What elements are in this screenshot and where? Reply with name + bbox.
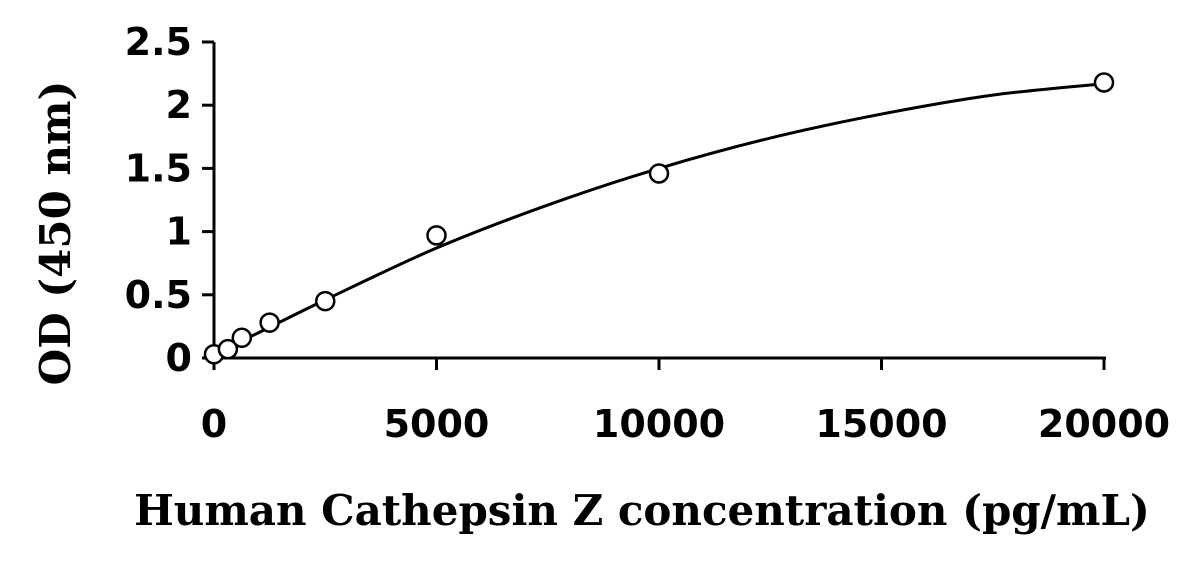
x-tick-label: 20000 xyxy=(1038,402,1170,446)
y-tick-label: 1.5 xyxy=(125,146,192,190)
data-point xyxy=(315,290,336,312)
fit-curve xyxy=(213,82,1105,356)
data-point xyxy=(1093,72,1115,93)
data-point xyxy=(259,312,280,333)
data-point xyxy=(231,327,253,349)
y-tick-label: 2.5 xyxy=(125,20,192,64)
x-tick-label: 15000 xyxy=(815,402,947,446)
x-tick-label: 0 xyxy=(201,402,227,446)
x-axis-ticks: 0 5000 10000 15000 20000 xyxy=(201,358,1170,446)
y-axis-title: OD (450 nm) xyxy=(31,81,80,386)
y-tick-label: 2 xyxy=(166,83,192,127)
x-tick-label: 10000 xyxy=(593,402,725,446)
y-axis-ticks: 0 0.5 1 1.5 2 2.5 xyxy=(125,20,214,380)
x-tick-label: 5000 xyxy=(384,402,490,446)
data-point xyxy=(648,163,670,184)
data-point xyxy=(217,338,239,360)
data-point xyxy=(426,225,447,246)
data-points xyxy=(203,72,1115,365)
x-axis-title: Human Cathepsin Z concentration (pg/mL) xyxy=(134,486,1150,535)
y-tick-label: 1 xyxy=(166,210,192,254)
axes xyxy=(212,42,1106,360)
y-tick-label: 0 xyxy=(166,336,192,380)
y-tick-label: 0.5 xyxy=(125,273,192,317)
